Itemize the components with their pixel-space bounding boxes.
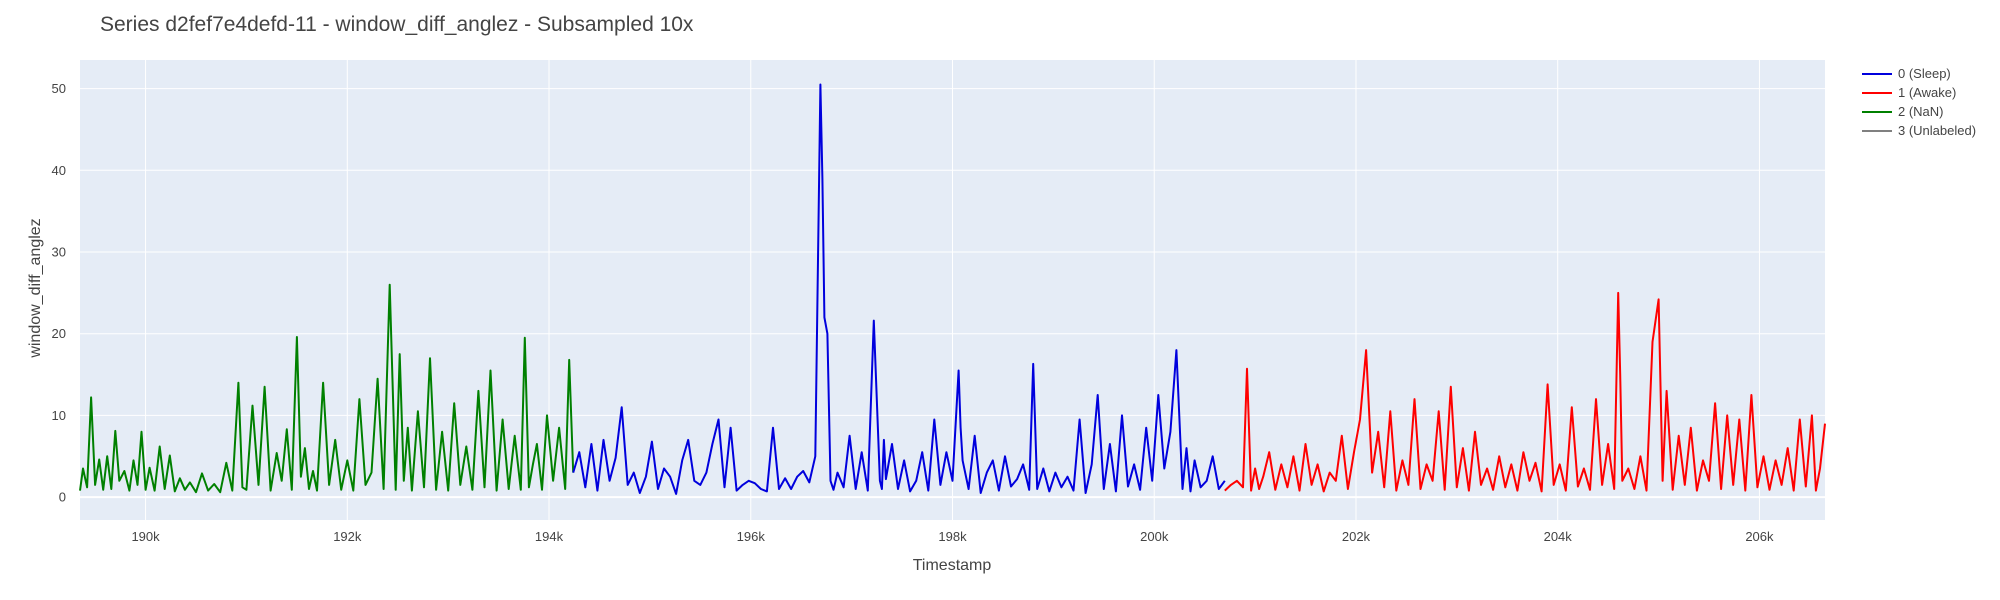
x-tick-label: 200k [1140, 529, 1169, 544]
legend-swatch [1862, 72, 1892, 75]
x-tick-label: 196k [737, 529, 766, 544]
legend-swatch [1862, 110, 1892, 113]
legend-swatch [1862, 129, 1892, 132]
grid-lines [80, 60, 1825, 520]
series-lines [79, 83, 1826, 495]
legend-item-3-unlabeled[interactable]: 3 (Unlabeled) [1862, 121, 1976, 140]
legend-label: 2 (NaN) [1898, 104, 1944, 119]
y-tick-label: 10 [52, 408, 66, 423]
x-tick-label: 198k [938, 529, 967, 544]
legend-label: 1 (Awake) [1898, 85, 1957, 100]
y-tick-label: 50 [52, 81, 66, 96]
legend-swatch [1862, 91, 1892, 94]
x-tick-label: 204k [1544, 529, 1573, 544]
legend: 0 (Sleep) 1 (Awake) 2 (NaN) 3 (Unlabeled) [1862, 64, 1976, 140]
series-line-0-sleep[interactable] [572, 83, 1226, 495]
legend-item-1-awake[interactable]: 1 (Awake) [1862, 83, 1976, 102]
legend-label: 3 (Unlabeled) [1898, 123, 1977, 138]
x-tick-label: 194k [535, 529, 564, 544]
x-tick-label: 190k [131, 529, 160, 544]
chart-title: Series d2fef7e4defd-11 - window_diff_ang… [100, 13, 694, 36]
y-tick-label: 0 [59, 490, 66, 505]
legend-item-2-nan[interactable]: 2 (NaN) [1862, 102, 1976, 121]
legend-item-0-sleep[interactable]: 0 (Sleep) [1862, 64, 1976, 83]
x-tick-label: 192k [333, 529, 362, 544]
series-line-2-nan[interactable] [79, 283, 575, 494]
x-tick-label: 206k [1745, 529, 1774, 544]
legend-label: 0 (Sleep) [1898, 66, 1951, 81]
y-tick-label: 30 [52, 245, 66, 260]
x-tick-label: 202k [1342, 529, 1371, 544]
x-axis-title: Timestamp [912, 557, 992, 574]
y-tick-label: 40 [52, 163, 66, 178]
series-line-1-awake[interactable] [1224, 291, 1826, 493]
tick-labels: 190k 192k 194k 196k 198k 200k 202k 204k 206k 0 10 2… [52, 81, 1774, 544]
y-tick-label: 20 [52, 326, 66, 341]
